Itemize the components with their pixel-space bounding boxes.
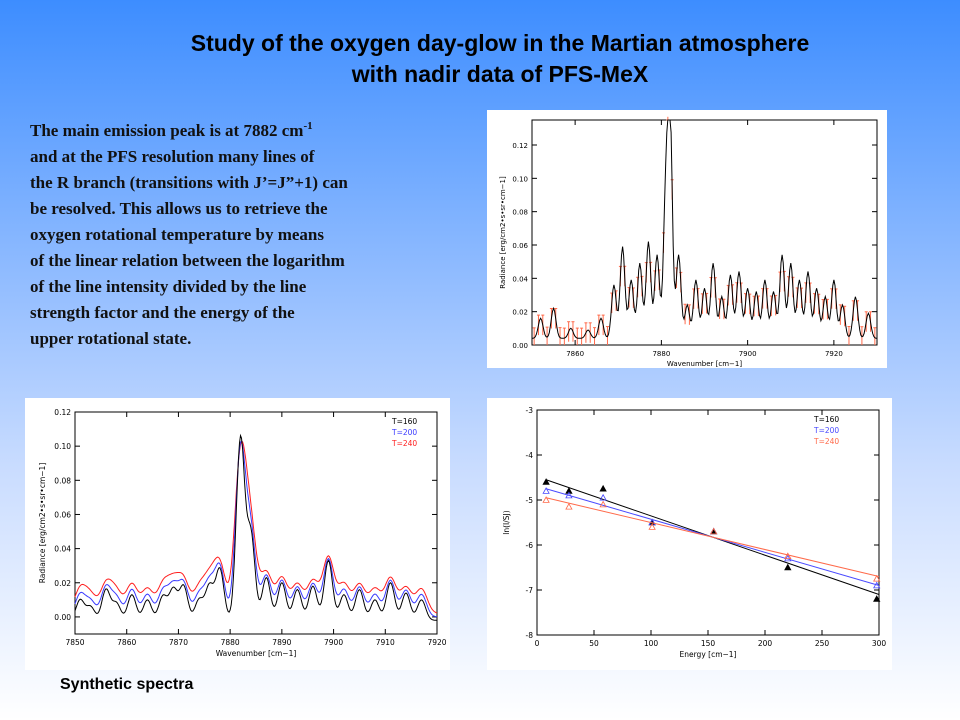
data-point — [599, 500, 607, 508]
y-tick-label: 0.02 — [54, 579, 71, 588]
title-line-1: Study of the oxygen day-glow in the Mart… — [190, 30, 810, 56]
x-tick-label: 7900 — [324, 638, 343, 647]
x-tick-label: 7860 — [117, 638, 136, 647]
x-tick-label: 7870 — [169, 638, 188, 647]
x-tick-label: 7850 — [65, 638, 84, 647]
slide-title: Study of the oxygen day-glow in the Mart… — [0, 28, 960, 90]
y-axis-label: ln(I/SJ) — [502, 510, 511, 534]
x-tick-label: 7880 — [221, 638, 240, 647]
y-tick-label: 0.04 — [54, 545, 71, 554]
observed-spectrum-panel: 7860 7880 7900 7920 0.00 0.02 0.04 0.06 0.08 0.10… — [487, 110, 887, 368]
y-tick-label: 0.04 — [512, 275, 528, 283]
superscript: -1 — [303, 120, 313, 132]
y-tick-label: 0.02 — [512, 309, 528, 317]
title-line-2: with nadir data of PFS-MeX — [351, 61, 649, 87]
series-line-t-200 — [74, 440, 438, 618]
spectrum-line — [531, 119, 878, 339]
description-paragraph: The main emission peak is at 7882 cm-1 a… — [30, 113, 450, 352]
y-axis-label: Radiance [erg/cm2•s•sr•cm−1] — [499, 176, 507, 289]
y-tick-label: 0.10 — [54, 442, 71, 451]
y-tick-label: 0.00 — [54, 613, 71, 622]
legend-entry: T=200 — [813, 426, 839, 435]
data-point — [565, 502, 573, 510]
data-point — [784, 554, 792, 562]
y-tick-label: 0.06 — [54, 510, 71, 519]
plot-frame — [531, 119, 878, 346]
data-point — [784, 552, 792, 560]
fit-line — [546, 497, 880, 577]
synthetic-spectra-panel: 7850 7860 7870 7880 7890 7900 7910 7920 0.00 0.02… — [25, 398, 450, 670]
y-tick-label: -4 — [526, 451, 534, 460]
y-tick-label: -3 — [526, 406, 534, 415]
y-tick-label: 0.12 — [512, 142, 528, 150]
para-line-8: strength factor and the energy of the — [30, 303, 295, 322]
data-point — [565, 487, 573, 494]
x-tick-label: 7890 — [272, 638, 291, 647]
x-tick-label: 100 — [644, 639, 659, 648]
data-point — [873, 581, 881, 589]
para-line-5: oxygen rotational temperature by means — [30, 225, 325, 244]
x-tick-label: 7910 — [376, 638, 395, 647]
y-tick-label: -8 — [526, 631, 534, 640]
plot-frame — [74, 411, 438, 635]
y-tick-label: -7 — [526, 586, 534, 595]
x-tick-label: 150 — [701, 639, 716, 648]
x-axis-label: Wavenumber [cm−1] — [667, 360, 742, 368]
data-point — [542, 496, 550, 503]
data-point — [542, 478, 550, 485]
data-point — [710, 527, 718, 535]
x-tick-label: 200 — [758, 639, 773, 648]
legend-entry: T=160 — [391, 417, 417, 426]
para-line-1: The main emission peak is at 7882 cm-1 — [30, 120, 313, 140]
x-tick-label: 7880 — [652, 350, 670, 358]
series-line-t-160 — [74, 433, 437, 621]
data-point — [784, 563, 792, 571]
ln-ratio-chart: 0 50 100 150 200 250 300 -3 -4 -5 -6 -7 -8 Energy [cm… — [502, 406, 887, 659]
x-axis-label: Energy [cm−1] — [680, 650, 737, 659]
y-axis-label: Radiance [erg/cm2•s•sr•cm−1] — [38, 463, 47, 584]
x-tick-label: 7900 — [739, 350, 757, 358]
data-point — [599, 493, 607, 501]
y-tick-label: 0.08 — [54, 476, 71, 485]
y-tick-label: 0.12 — [54, 408, 71, 417]
observed-spectrum-chart: 7860 7880 7900 7920 0.00 0.02 0.04 0.06 0.08 0.10… — [499, 116, 878, 368]
para-line-6: of the linear relation between the logar… — [30, 251, 345, 270]
data-point — [565, 491, 573, 499]
x-tick-label: 50 — [589, 639, 599, 648]
data-point — [542, 487, 550, 494]
para-line-4: be resolved. This allows us to retrieve … — [30, 199, 328, 218]
para-line-9: upper rotational state. — [30, 329, 192, 348]
synthetic-spectra-chart: 7850 7860 7870 7880 7890 7900 7910 7920 0.00 0.02… — [38, 408, 447, 658]
x-tick-label: 250 — [815, 639, 830, 648]
data-point — [648, 523, 656, 530]
y-tick-label: -6 — [526, 541, 534, 550]
data-point — [873, 574, 881, 582]
x-tick-label: 0 — [535, 639, 540, 648]
para-line-3: the R branch (transitions with J’=J”+1) … — [30, 173, 348, 192]
x-tick-label: 300 — [872, 639, 887, 648]
caption: Synthetic spectra — [60, 676, 194, 693]
legend-entry: T=200 — [391, 428, 417, 437]
data-point — [599, 484, 607, 492]
y-tick-label: 0.10 — [512, 175, 528, 183]
data-point — [873, 595, 881, 602]
legend-entry: T=240 — [391, 439, 417, 448]
x-tick-label: 7920 — [427, 638, 446, 647]
x-tick-label: 7860 — [566, 350, 584, 358]
ln-ratio-panel: 0 50 100 150 200 250 300 -3 -4 -5 -6 -7 -8 Energy [cm… — [487, 398, 892, 670]
y-tick-label: 0.06 — [512, 242, 528, 250]
series-line-t-240 — [74, 440, 438, 614]
y-tick-label: 0.00 — [512, 342, 528, 350]
para-line-7: of the line intensity divided by the lin… — [30, 277, 307, 296]
legend-entry: T=160 — [813, 415, 839, 424]
legend-entry: T=240 — [813, 437, 839, 446]
y-tick-label: -5 — [526, 496, 534, 505]
y-tick-label: 0.08 — [512, 209, 528, 217]
x-axis-label: Wavenumber [cm−1] — [216, 649, 297, 658]
para-line-2: and at the PFS resolution many lines of — [30, 147, 315, 166]
x-tick-label: 7920 — [825, 350, 843, 358]
